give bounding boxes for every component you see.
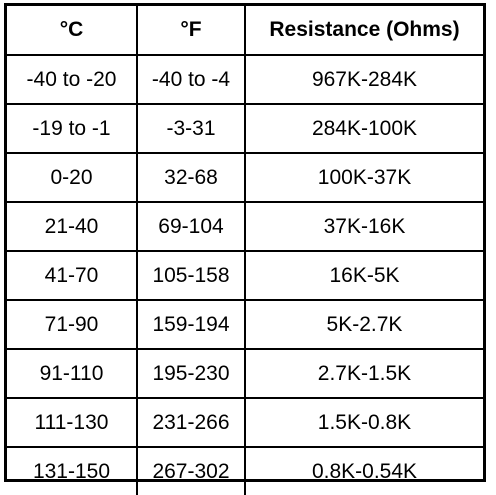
cell-fahrenheit: 267-302 <box>136 446 246 495</box>
cell-fahrenheit: 231-266 <box>136 397 246 448</box>
cell-resistance: 967K-284K <box>244 54 483 105</box>
cell-celsius: 71-90 <box>7 299 138 350</box>
temperature-resistance-table: °C °F Resistance (Ohms) -40 to -20 -40 t… <box>7 6 483 495</box>
cell-fahrenheit: -40 to -4 <box>136 54 246 105</box>
table-row: 41-70 105-158 16K-5K <box>7 250 483 301</box>
cell-resistance: 0.8K-0.54K <box>244 446 483 495</box>
table-row: 111-130 231-266 1.5K-0.8K <box>7 397 483 448</box>
table-row: 91-110 195-230 2.7K-1.5K <box>7 348 483 399</box>
table-row: -19 to -1 -3-31 284K-100K <box>7 103 483 154</box>
cell-resistance: 16K-5K <box>244 250 483 301</box>
cell-resistance: 284K-100K <box>244 103 483 154</box>
cell-celsius: 41-70 <box>7 250 138 301</box>
cell-celsius: 0-20 <box>7 152 138 203</box>
table-row: -40 to -20 -40 to -4 967K-284K <box>7 54 483 105</box>
cell-fahrenheit: 105-158 <box>136 250 246 301</box>
table-row: 71-90 159-194 5K-2.7K <box>7 299 483 350</box>
cell-celsius: 131-150 <box>7 446 138 495</box>
cell-resistance: 2.7K-1.5K <box>244 348 483 399</box>
header-resistance: Resistance (Ohms) <box>244 6 483 56</box>
table-row: 0-20 32-68 100K-37K <box>7 152 483 203</box>
cell-celsius: -40 to -20 <box>7 54 138 105</box>
cell-fahrenheit: 195-230 <box>136 348 246 399</box>
table-row: 21-40 69-104 37K-16K <box>7 201 483 252</box>
cell-resistance: 100K-37K <box>244 152 483 203</box>
cell-celsius: 91-110 <box>7 348 138 399</box>
resistance-table-container: °C °F Resistance (Ohms) -40 to -20 -40 t… <box>4 3 486 495</box>
cell-celsius: -19 to -1 <box>7 103 138 154</box>
header-celsius: °C <box>7 6 138 56</box>
cell-fahrenheit: 69-104 <box>136 201 246 252</box>
cell-resistance: 1.5K-0.8K <box>244 397 483 448</box>
cell-resistance: 5K-2.7K <box>244 299 483 350</box>
cell-fahrenheit: 32-68 <box>136 152 246 203</box>
cell-celsius: 21-40 <box>7 201 138 252</box>
cell-celsius: 111-130 <box>7 397 138 448</box>
cell-fahrenheit: 159-194 <box>136 299 246 350</box>
cell-resistance: 37K-16K <box>244 201 483 252</box>
table-row: 131-150 267-302 0.8K-0.54K <box>7 446 483 495</box>
table-header-row: °C °F Resistance (Ohms) <box>7 6 483 56</box>
cell-fahrenheit: -3-31 <box>136 103 246 154</box>
header-fahrenheit: °F <box>136 6 246 56</box>
